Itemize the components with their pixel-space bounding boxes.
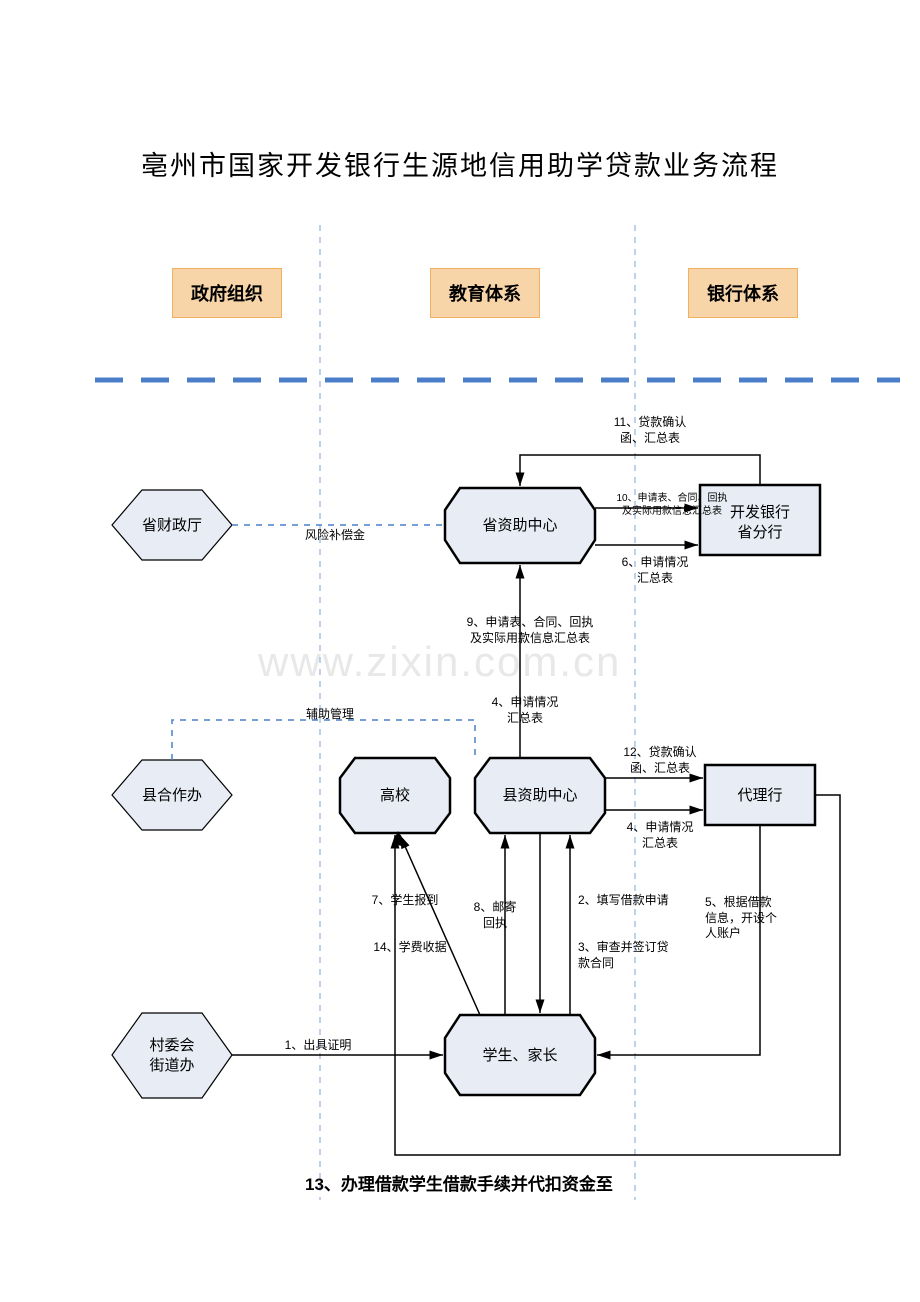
- label-e6: 6、申请情况 汇总表: [600, 555, 710, 586]
- label-e14: 14、学费收据: [350, 940, 470, 956]
- svg-text:代理行: 代理行: [737, 787, 782, 804]
- label-e10: 10、申请表、合同、回执 及实际用款信息汇总表: [597, 492, 747, 518]
- label-e7: 7、学生报到: [350, 893, 460, 909]
- svg-text:学生、家长: 学生、家长: [482, 1047, 557, 1064]
- bottom-note: 13、办理借款学生借款手续并代扣资金至: [305, 1170, 613, 1195]
- svg-text:高校: 高校: [380, 787, 410, 804]
- label-risk: 风险补偿金: [290, 528, 380, 544]
- svg-text:街道办: 街道办: [149, 1057, 194, 1074]
- label-e8: 8、邮寄 回执: [460, 900, 530, 931]
- label-e9: 9、申请表、合同、回执 及实际用款信息汇总表: [430, 615, 630, 646]
- diagram-svg: 省财政厅 县合作办 村委会 街道办 高校 省资助中心 县资助中心 学生、家长 开…: [0, 0, 920, 1302]
- label-e12: 12、贷款确认 函、汇总表: [605, 745, 715, 776]
- svg-text:县资助中心: 县资助中心: [502, 787, 577, 804]
- label-e2: 2、填写借款申请: [578, 893, 698, 909]
- label-e5: 5、根据借款 信息，开设个 人账户: [705, 895, 805, 942]
- label-e11: 11、贷款确认 函、汇总表: [590, 415, 710, 446]
- svg-text:省财政厅: 省财政厅: [142, 517, 202, 534]
- label-assist: 辅助管理: [290, 707, 370, 723]
- svg-text:县合作办: 县合作办: [142, 787, 202, 804]
- svg-text:省资助中心: 省资助中心: [482, 517, 557, 534]
- svg-text:村委会: 村委会: [149, 1037, 194, 1054]
- label-e1: 1、出具证明: [268, 1038, 368, 1054]
- label-e4b: 4、申请情况 汇总表: [605, 820, 715, 851]
- label-e3: 3、审查并签订贷 款合同: [578, 940, 698, 971]
- label-e4a: 4、申请情况 汇总表: [470, 695, 580, 726]
- svg-text:省分行: 省分行: [737, 524, 782, 541]
